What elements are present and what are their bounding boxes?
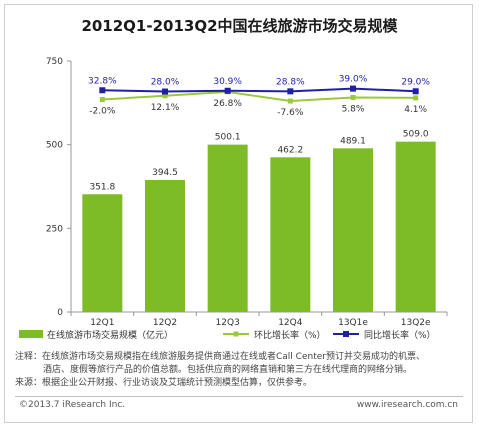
bar-4 bbox=[333, 148, 373, 312]
y-tick-label-3: 750 bbox=[46, 57, 63, 67]
legend-swatch-bar bbox=[19, 330, 43, 338]
yoy-label-3: 28.8% bbox=[276, 77, 305, 87]
x-tick-label-1: 12Q2 bbox=[153, 318, 177, 328]
yoy-marker-0 bbox=[99, 87, 106, 94]
x-tick-label-3: 12Q4 bbox=[278, 318, 303, 328]
x-tick-label-0: 12Q1 bbox=[90, 318, 114, 328]
yoy-marker-5 bbox=[412, 88, 419, 95]
legend-label-bar: 在线旅游市场交易规模（亿元） bbox=[47, 329, 173, 341]
mom-marker-3 bbox=[287, 98, 293, 104]
bar-label-5: 509.0 bbox=[403, 130, 429, 140]
mom-label-2: 26.8% bbox=[213, 99, 242, 109]
bar-label-0: 351.8 bbox=[89, 182, 115, 192]
mom-marker-0 bbox=[99, 97, 105, 103]
bar-label-3: 462.2 bbox=[277, 145, 303, 155]
mom-line bbox=[102, 90, 416, 103]
footer-divider bbox=[15, 396, 463, 397]
yoy-marker-3 bbox=[287, 88, 294, 95]
bar-label-1: 394.5 bbox=[152, 168, 178, 178]
chart-frame: 2012Q1-2013Q2中国在线旅游市场交易规模 0 250 500 750 12Q1… bbox=[4, 4, 473, 423]
mom-label-3: -7.6% bbox=[277, 108, 304, 118]
legend-marker-yoy bbox=[343, 331, 349, 337]
chart-svg: 0 250 500 750 12Q1 12Q2 12Q3 12Q4 13Q1e 13Q2e 351.… bbox=[19, 57, 448, 341]
chart-title: 2012Q1-2013Q2中国在线旅游市场交易规模 bbox=[81, 17, 398, 35]
bar-3 bbox=[270, 157, 311, 312]
note-line-2: 酒店、度假等旅行产品的价值总额。包括供应商的网络直销和第三方在线代理商的网络分销… bbox=[43, 365, 413, 375]
yoy-line bbox=[102, 87, 416, 93]
copyright-text: ©2013.7 iResearch Inc. bbox=[19, 400, 126, 410]
y-tick-label-2: 500 bbox=[46, 141, 63, 151]
legend-marker-mom bbox=[233, 331, 239, 337]
x-tick-label-2: 12Q3 bbox=[216, 318, 240, 328]
bar-2 bbox=[207, 144, 248, 312]
yoy-marker-1 bbox=[162, 88, 168, 95]
chart-notes: 注释：在线旅游市场交易规模指在线旅游服务提供商通过在线或者Call Center… bbox=[15, 351, 467, 390]
website-text: www.iresearch.com.cn bbox=[356, 400, 458, 410]
note-line-3: 来源：根据企业公开财报、行业访谈及艾瑞统计预测模型估算，仅供参考。 bbox=[15, 378, 313, 388]
yoy-marker-2 bbox=[224, 87, 231, 94]
yoy-label-4: 39.0% bbox=[339, 75, 368, 85]
mom-marker-4 bbox=[350, 94, 356, 100]
mom-label-4: 5.8% bbox=[342, 104, 365, 114]
bar-0 bbox=[82, 194, 123, 312]
legend-label-mom: 环比增长率（%） bbox=[254, 329, 326, 341]
bar-5 bbox=[395, 141, 436, 312]
yoy-label-2: 30.9% bbox=[213, 77, 242, 87]
yoy-label-0: 32.8% bbox=[88, 76, 117, 86]
yoy-marker-4 bbox=[350, 85, 356, 92]
note-line-1: 注释：在线旅游市场交易规模指在线旅游服务提供商通过在线或者Call Center… bbox=[15, 352, 425, 362]
mom-label-5: 4.1% bbox=[404, 105, 427, 115]
mom-label-1: 12.1% bbox=[151, 103, 180, 113]
y-tick-label-1: 250 bbox=[46, 224, 63, 234]
bar-1 bbox=[145, 179, 185, 312]
mom-marker-1 bbox=[162, 93, 168, 99]
mom-marker-5 bbox=[413, 95, 419, 101]
x-tick-label-4: 13Q1e bbox=[338, 318, 368, 328]
y-tick-label-0: 0 bbox=[57, 308, 63, 318]
yoy-label-1: 28.0% bbox=[151, 78, 180, 88]
mom-label-0: -2.0% bbox=[89, 107, 116, 117]
bar-label-4: 489.1 bbox=[340, 136, 366, 146]
yoy-label-5: 29.0% bbox=[401, 77, 430, 87]
bar-label-2: 500.1 bbox=[215, 133, 241, 143]
legend-label-yoy: 同比增长率（%） bbox=[364, 329, 436, 341]
x-tick-label-5: 13Q2e bbox=[401, 318, 431, 328]
